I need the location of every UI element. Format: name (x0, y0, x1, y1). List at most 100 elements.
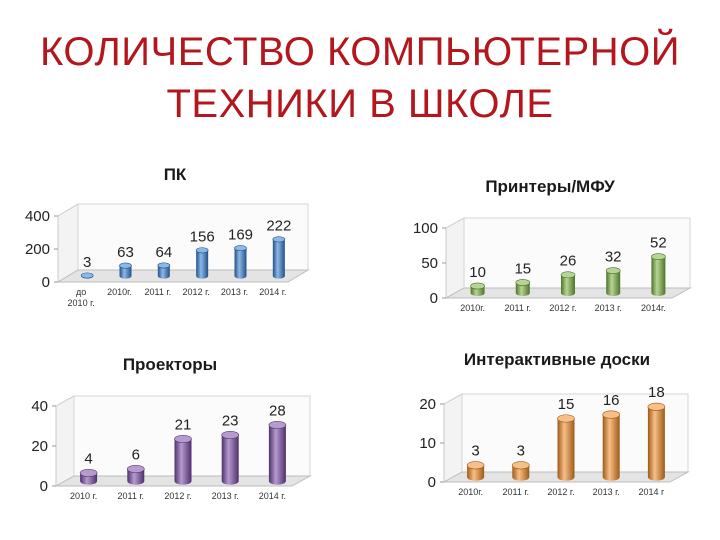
x-tick-label: 2010г. (458, 487, 483, 497)
bar-body (647, 406, 665, 481)
x-tick-label: 2014г. (641, 303, 666, 313)
x-tick-label: 2013 г. (593, 487, 620, 497)
bar-body (234, 248, 247, 279)
chart-side-wall (57, 203, 79, 283)
y-tick-label: 0 (428, 474, 436, 491)
bar-body (157, 265, 170, 279)
bar (268, 420, 287, 485)
bar-top (651, 253, 666, 260)
data-label: 222 (266, 218, 291, 235)
x-tick-label: до 2010 г. (68, 287, 95, 308)
bar-top (466, 461, 485, 470)
bar (560, 271, 576, 297)
bar-body (467, 465, 485, 481)
data-label: 32 (605, 249, 622, 266)
chart-printers: Принтеры/МФУ 0 50 100 10 2010г. 15 2011 г. 26 201… (413, 177, 692, 313)
bar (602, 410, 620, 481)
slide-title-line-1: КОЛИЧЕСТВО КОМПЬЮТЕРНОЙ (40, 30, 680, 74)
x-tick-label: 2013 г. (221, 287, 248, 297)
bar-top (119, 262, 132, 269)
bar-top (647, 402, 666, 411)
bar-top (127, 464, 145, 474)
y-tick-label: 0 (430, 290, 438, 307)
bar-top (605, 267, 621, 274)
chart-title: ПК (164, 165, 187, 184)
chart-side-wall (443, 393, 463, 483)
bar-body (196, 250, 209, 279)
x-tick-label: 2012 г. (183, 287, 210, 297)
chart-side-wall (445, 217, 465, 299)
bar-body (512, 465, 530, 481)
chart-projectors: Проекторы 0 20 40 4 2010 г. 6 2011 г. 21 2012 г. 2… (31, 355, 312, 501)
bar-top (602, 410, 620, 419)
bar (272, 236, 286, 279)
bar-body (272, 239, 285, 279)
x-tick-label: 2014 г (638, 487, 665, 497)
data-label: 64 (155, 244, 172, 261)
data-label: 63 (117, 244, 134, 261)
bar-body (606, 270, 621, 297)
bar-body (515, 282, 530, 297)
bar-top (157, 262, 171, 269)
bar (557, 414, 575, 481)
bar-top (195, 247, 209, 254)
data-label: 18 (648, 384, 665, 401)
bar (221, 430, 239, 485)
bar (157, 262, 171, 279)
x-tick-label: 2011 г. (118, 491, 145, 501)
x-tick-label: 2010г. (107, 287, 132, 297)
bar-body (268, 425, 286, 485)
x-tick-label: 2011 г. (503, 487, 530, 497)
y-tick-label: 10 (419, 435, 436, 452)
bar (466, 461, 485, 481)
y-tick-label: 50 (421, 255, 438, 272)
data-label: 26 (560, 253, 577, 270)
data-label: 169 (228, 226, 253, 243)
bar-body (127, 469, 145, 485)
bar (605, 267, 621, 297)
data-label: 21 (175, 416, 192, 433)
bar-top (272, 236, 286, 243)
chart-title: Проекторы (123, 355, 217, 374)
bar (79, 468, 98, 485)
bar-top (221, 430, 239, 440)
data-label: 15 (514, 260, 531, 277)
bar-body (651, 256, 666, 297)
bar (647, 402, 666, 481)
data-label: 16 (603, 392, 620, 409)
x-tick-label: 2010 г. (70, 491, 97, 501)
bar-top (512, 461, 530, 470)
data-label: 15 (558, 396, 575, 413)
bar (119, 262, 132, 279)
bar (127, 464, 145, 485)
y-tick-label: 100 (413, 220, 438, 237)
bar-body (602, 414, 620, 481)
bar-body (557, 418, 575, 481)
x-tick-label: 2012 г. (547, 487, 574, 497)
bar-body (561, 274, 575, 297)
slide-title-line-2: ТЕХНИКИ В ШКОЛЕ (166, 82, 554, 126)
y-tick-label: 20 (31, 438, 48, 455)
chart-side-wall (55, 395, 75, 487)
bar (80, 272, 94, 279)
chart-title: Принтеры/МФУ (485, 177, 615, 196)
bar-top (515, 279, 531, 286)
data-label: 23 (222, 412, 239, 429)
bar (195, 247, 209, 279)
bar (174, 434, 192, 485)
x-tick-label: 2013 г. (212, 491, 239, 501)
chart-floor (56, 269, 310, 283)
x-tick-label: 2014 г. (259, 491, 286, 501)
x-tick-label: 2010г. (460, 303, 485, 313)
bar-body (119, 265, 132, 279)
data-label: 3 (517, 443, 525, 460)
bar (470, 282, 485, 297)
bar (234, 245, 247, 279)
bar (515, 279, 531, 297)
y-tick-label: 20 (419, 396, 436, 413)
bar-top (234, 245, 247, 252)
data-label: 156 (190, 229, 215, 246)
x-tick-label: 2014 г. (259, 287, 286, 297)
data-label: 3 (83, 254, 91, 271)
data-label: 52 (650, 235, 667, 252)
